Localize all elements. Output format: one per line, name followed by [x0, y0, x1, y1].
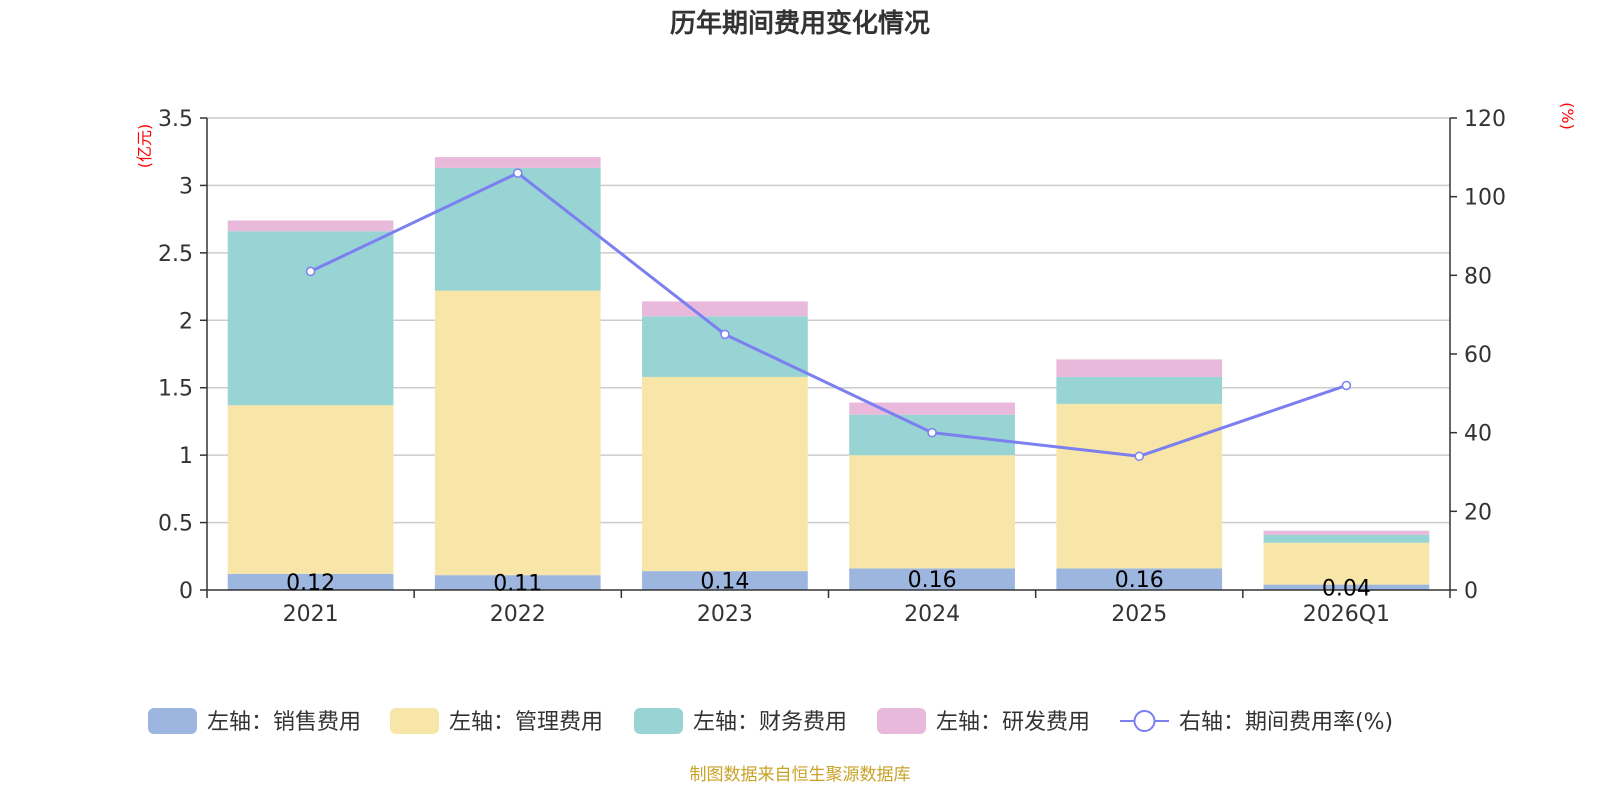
right-axis-tick-label: 120: [1464, 107, 1506, 132]
legend-marker-icon: [1133, 710, 1156, 732]
source-note: 制图数据来自恒生聚源数据库: [690, 765, 911, 785]
left-axis-tick-label: 0: [179, 579, 193, 604]
axes: 0 0.5 1 1.5 2 2.5 3 3.5 0 20 40 60 80 100 120 2021 2022 2…: [158, 107, 1506, 627]
line-point: [720, 329, 730, 340]
bar-segment-0: [434, 575, 601, 590]
data-labels: 0.12 0.11 0.14 0.16 0.16 0.04: [286, 568, 1371, 601]
bar-segment-1: [1056, 403, 1223, 569]
right-axis-tick-label: 60: [1464, 343, 1492, 368]
x-axis-tick-label: 2022: [490, 602, 546, 627]
left-axis-tick-label: 1: [179, 444, 193, 469]
legend-label-3: 左轴：研发费用: [936, 710, 1090, 735]
line-point: [305, 266, 316, 277]
left-axis-tick-label: 0.5: [158, 512, 193, 537]
bar-segment-0: [849, 568, 1015, 590]
x-axis-tick-label: 2021: [283, 602, 339, 627]
bar-segment-0: [642, 571, 808, 590]
right-axis-unit: (%): [1558, 102, 1577, 130]
right-axis-tick-label: 80: [1464, 264, 1492, 289]
legend: 左轴：销售费用 左轴：管理费用 左轴：财务费用 左轴：研发费用 右轴：期间费用率(%): [148, 708, 1393, 735]
line-point: [927, 427, 937, 438]
left-axis-tick-label: 2: [179, 309, 193, 334]
bar-segment-2: [227, 231, 394, 406]
left-axis-tick-label: 1.5: [158, 377, 193, 402]
bar-series: [227, 157, 1430, 590]
line-point: [1341, 380, 1352, 391]
bar-data-label: 0.04: [1322, 576, 1371, 601]
bar-segment-2: [642, 316, 808, 377]
legend-swatch-0: [148, 708, 197, 734]
legend-label-2: 左轴：财务费用: [693, 710, 847, 735]
legend-label-0: 左轴：销售费用: [207, 710, 361, 735]
x-axis-tick-label: 2026Q1: [1303, 602, 1390, 627]
right-axis-tick-label: 100: [1464, 186, 1506, 211]
bar-segment-1: [642, 376, 808, 572]
right-axis-tick-label: 0: [1464, 579, 1478, 604]
bar-segment-1: [434, 290, 601, 576]
bar-data-label: 0.12: [286, 571, 335, 596]
left-axis-tick-label: 3.5: [158, 107, 193, 132]
right-axis-tick-label: 20: [1464, 500, 1492, 525]
bar-data-label: 0.14: [700, 570, 749, 595]
line-point: [513, 168, 523, 178]
x-axis-tick-label: 2024: [904, 602, 960, 627]
bar-data-label: 0.16: [1115, 568, 1164, 593]
bar-data-label: 0.16: [908, 568, 957, 593]
left-axis-tick-label: 3: [179, 174, 193, 199]
legend-label-4: 右轴：期间费用率(%): [1179, 710, 1393, 735]
bar-segment-0: [1263, 584, 1430, 590]
bar-segment-2: [1056, 376, 1223, 404]
legend-swatch-3: [877, 708, 926, 734]
bar-segment-2: [1263, 534, 1430, 543]
left-axis-tick-label: 2.5: [158, 242, 193, 267]
grid-lines: [207, 117, 1450, 524]
legend-label-1: 左轴：管理费用: [449, 710, 603, 735]
bar-segment-1: [1263, 542, 1430, 585]
bar-segment-2: [434, 167, 601, 291]
x-axis-tick-label: 2023: [697, 602, 753, 627]
line-point: [1134, 451, 1144, 462]
bar-data-label: 0.11: [493, 572, 542, 597]
bar-segment-3: [227, 220, 394, 232]
line-series: [305, 168, 1352, 462]
bar-segment-0: [227, 573, 394, 590]
x-axis-tick-label: 2025: [1111, 602, 1167, 627]
left-axis-unit: (亿元): [135, 124, 154, 169]
bar-segment-1: [227, 405, 394, 574]
bar-segment-0: [1056, 568, 1223, 590]
bar-segment-3: [1056, 359, 1223, 377]
right-axis-tick-label: 40: [1464, 422, 1492, 447]
legend-swatch-2: [634, 708, 683, 734]
bar-segment-1: [849, 455, 1015, 569]
legend-swatch-1: [390, 708, 439, 734]
bar-segment-3: [1263, 530, 1430, 535]
bar-segment-3: [642, 301, 808, 317]
line-series-path: [309, 171, 1347, 458]
chart-title: 历年期间费用变化情况: [670, 8, 930, 39]
bar-segment-3: [434, 157, 601, 168]
